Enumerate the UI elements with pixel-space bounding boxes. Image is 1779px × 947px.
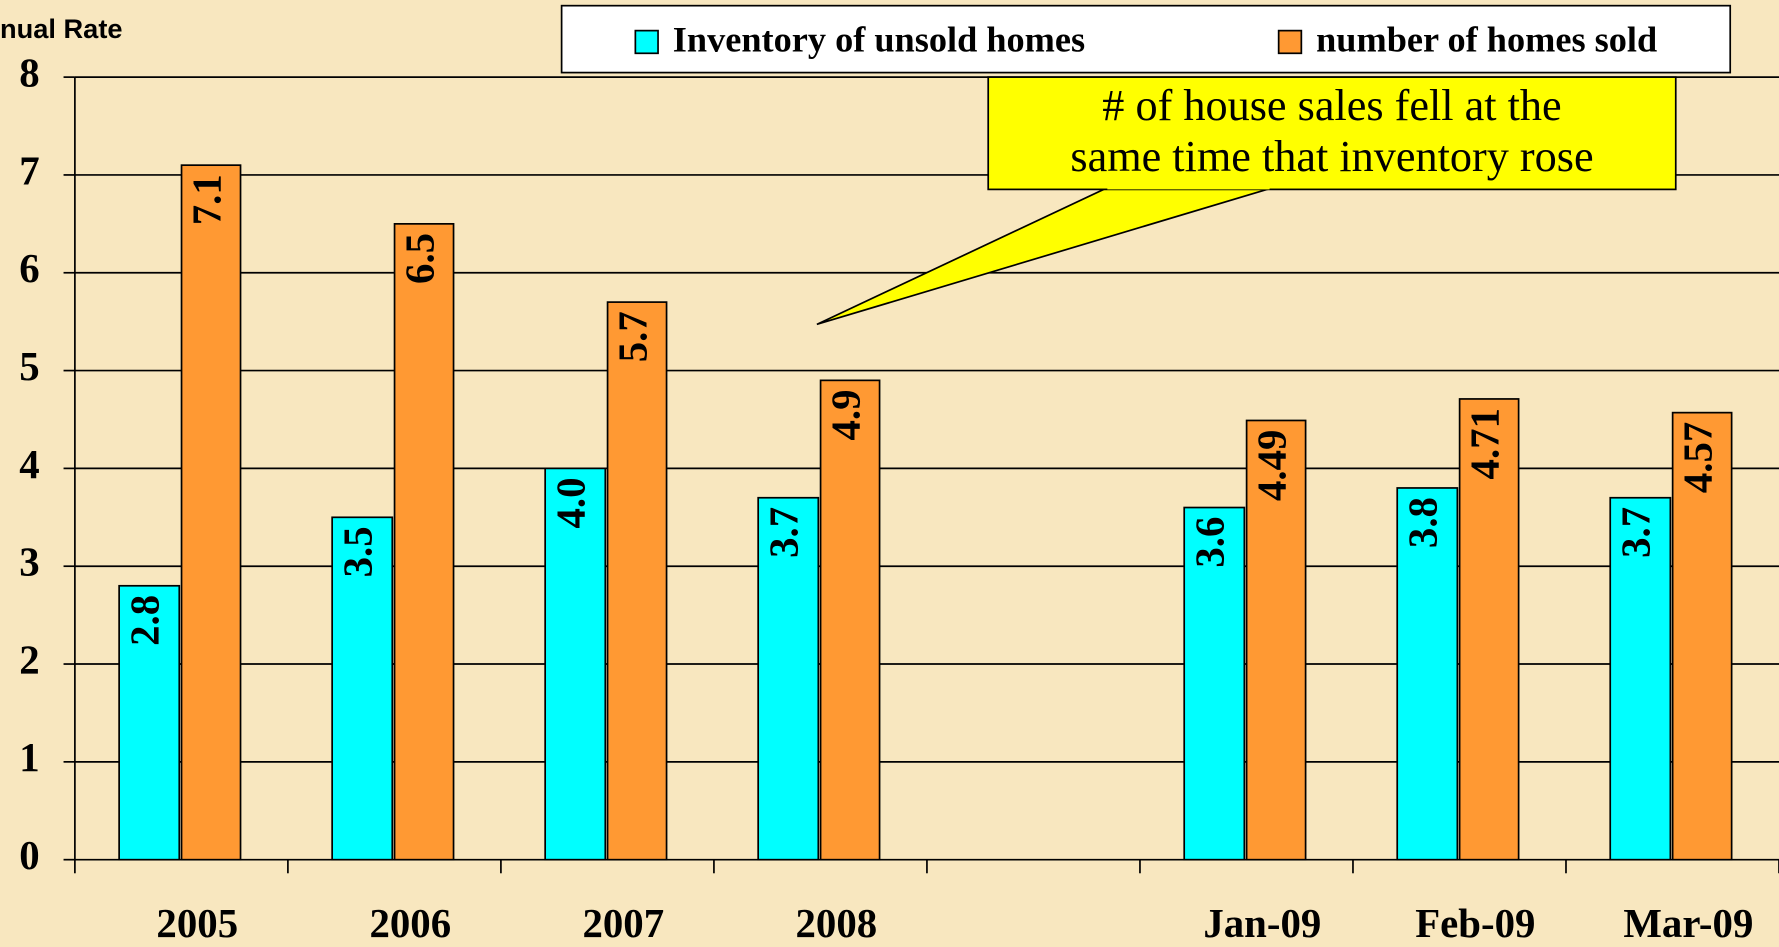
x-tick-label: 2008: [795, 901, 877, 946]
legend-swatch: [1277, 29, 1303, 55]
y-tick-label: 2: [19, 637, 39, 682]
y-tick-label: 0: [19, 833, 39, 878]
bar: [1671, 411, 1733, 861]
callout-joint: [1107, 184, 1270, 190]
x-tick-label: 2006: [369, 901, 451, 946]
value-label: 3.7: [1614, 507, 1659, 558]
value-label: 3.5: [336, 526, 381, 577]
bar: [118, 584, 181, 861]
y-tick-label: 8: [19, 51, 39, 96]
annotation: # of house sales fell at the: [1102, 81, 1561, 130]
x-tick-label: Feb-09: [1415, 901, 1535, 946]
value-label: 3.6: [1188, 517, 1233, 568]
bar: [606, 301, 668, 861]
legend-label: number of homes sold: [1316, 19, 1657, 59]
y-tick-label: 1: [19, 735, 39, 780]
value-label: 4.71: [1462, 408, 1507, 479]
callout-box: [987, 76, 1677, 191]
bar: [1609, 496, 1672, 861]
bar: [393, 222, 455, 861]
value-label: 4.0: [549, 477, 594, 528]
bar: [180, 164, 242, 861]
x-tick-label: 2005: [156, 901, 238, 946]
y-tick-label: 5: [19, 344, 39, 389]
value-label: 7.1: [184, 174, 229, 225]
x-tick-label: Mar-09: [1623, 901, 1753, 946]
y-tick-label: 7: [19, 148, 39, 193]
bar: [544, 467, 607, 861]
y-tick-label: 6: [19, 246, 39, 291]
bar: [757, 496, 820, 861]
bar: [1458, 398, 1520, 861]
value-label: 4.49: [1249, 430, 1294, 501]
value-label: 3.7: [762, 507, 807, 558]
annotation: same time that inventory rose: [1070, 132, 1593, 181]
value-label: 2.8: [123, 595, 168, 646]
y-tick-label: 3: [19, 540, 39, 585]
y-tick-label: 4: [19, 442, 39, 487]
legend-swatch: [634, 29, 659, 55]
bar: [819, 379, 881, 861]
legend-label: Inventory of unsold homes: [673, 19, 1085, 59]
x-tick-label: 2007: [582, 901, 664, 946]
legend-box: [560, 4, 1732, 74]
y-axis-label: nual Rate: [0, 13, 123, 44]
bar: [1183, 506, 1246, 861]
callout-pointer: [816, 187, 1271, 326]
x-tick-label: Jan-09: [1203, 901, 1321, 946]
value-label: 6.5: [397, 233, 442, 284]
bar: [331, 516, 394, 861]
value-label: 4.9: [823, 389, 868, 440]
value-label: 4.57: [1676, 422, 1721, 493]
bar: [1396, 487, 1459, 861]
bar: [1245, 419, 1307, 861]
value-label: 5.7: [610, 311, 655, 362]
value-label: 3.8: [1401, 497, 1446, 548]
